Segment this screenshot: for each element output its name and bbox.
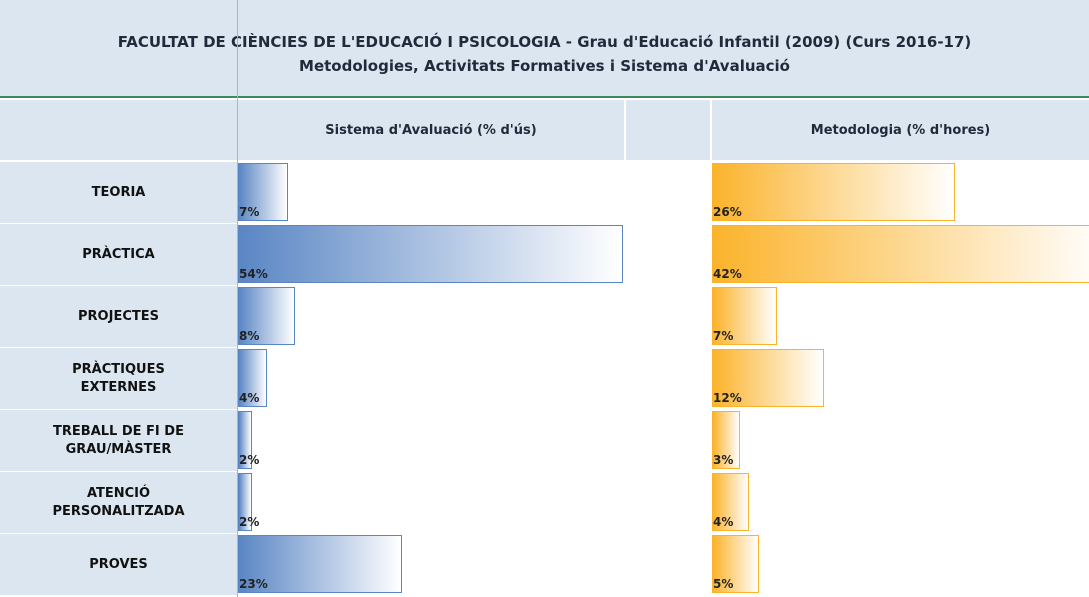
value-label: 26% [713, 205, 742, 219]
header-cell [0, 100, 237, 160]
bar [238, 411, 253, 469]
value-label: 54% [239, 267, 268, 281]
bar [238, 349, 267, 407]
column-header: Metodologia (% d'hores) [712, 100, 1089, 160]
bar [712, 473, 750, 531]
bar [712, 163, 956, 221]
column-header: Sistema d'Avaluació (% d'ús) [238, 100, 624, 160]
value-label: 4% [239, 391, 260, 405]
bar [238, 287, 296, 345]
value-label: 23% [239, 577, 268, 591]
value-label: 7% [713, 329, 734, 343]
value-label: 2% [239, 453, 260, 467]
title-bar: FACULTAT DE CIÈNCIES DE L'EDUCACIÓ I PSI… [0, 0, 1089, 98]
subtitle: Metodologies, Activitats Formatives i Si… [299, 57, 790, 75]
bar [238, 225, 624, 283]
bar [238, 535, 402, 593]
row-label: ATENCIÓ PERSONALITZADA [0, 472, 237, 533]
row-label: PROVES [0, 534, 237, 595]
bar [712, 349, 825, 407]
value-label: 2% [239, 515, 260, 529]
value-label: 42% [713, 267, 742, 281]
value-label: 7% [239, 205, 260, 219]
row-label: TREBALL DE FI DE GRAU/MÀSTER [0, 410, 237, 471]
value-label: 5% [713, 577, 734, 591]
value-label: 8% [239, 329, 260, 343]
bar [712, 535, 759, 593]
divider [237, 0, 238, 597]
value-label: 3% [713, 453, 734, 467]
bar [712, 411, 741, 469]
bar [712, 287, 778, 345]
row-label: PRÀCTIQUES EXTERNES [0, 348, 237, 409]
row-label: PRÀCTICA [0, 224, 237, 285]
bar [238, 163, 288, 221]
row-label: TEORIA [0, 162, 237, 223]
value-label: 4% [713, 515, 734, 529]
title: FACULTAT DE CIÈNCIES DE L'EDUCACIÓ I PSI… [117, 33, 972, 51]
row-label: PROJECTES [0, 286, 237, 347]
header-cell [626, 100, 710, 160]
bar [238, 473, 253, 531]
bar [712, 225, 1089, 283]
value-label: 12% [713, 391, 742, 405]
